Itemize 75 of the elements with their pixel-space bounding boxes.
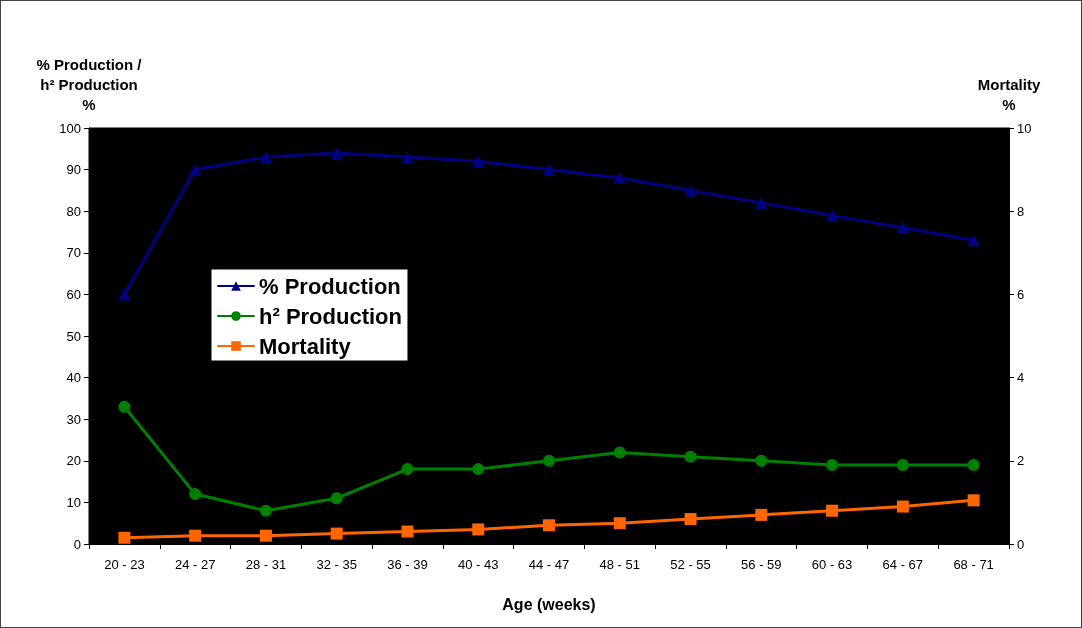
- y-tick-label: 20: [66, 453, 81, 469]
- point: [401, 463, 414, 476]
- y2-tick-label: 6: [1017, 286, 1025, 302]
- legend-label: h² Production: [259, 303, 402, 329]
- x-tick-label: 36 - 39: [387, 557, 428, 572]
- point: [684, 450, 697, 463]
- point: [826, 458, 839, 471]
- point: [118, 400, 131, 413]
- point: [189, 488, 202, 501]
- point: [189, 529, 202, 542]
- point: [755, 454, 768, 467]
- x-tick-label: 44 - 47: [528, 557, 570, 572]
- x-tick-label: 32 - 35: [316, 557, 357, 572]
- point: [543, 163, 555, 176]
- point: [967, 494, 980, 507]
- point: [118, 531, 131, 544]
- legend-label: Mortality: [259, 333, 352, 359]
- point: [259, 529, 272, 542]
- point: [472, 463, 485, 476]
- x-tick-label: 52 - 55: [670, 557, 711, 572]
- point: [259, 151, 272, 164]
- y-tick-label: 80: [66, 203, 81, 219]
- point: [896, 458, 909, 471]
- point: [472, 523, 485, 536]
- y-tick-label: 90: [66, 162, 81, 178]
- y-tick-label: 30: [66, 411, 81, 427]
- x-tick-label: 48 - 51: [599, 557, 641, 572]
- point: [896, 500, 909, 513]
- x-axis-title: Age (weeks): [502, 595, 596, 613]
- point: [613, 446, 626, 459]
- x-tick-label: 60 - 63: [811, 557, 853, 572]
- point: [189, 163, 202, 176]
- point: [543, 519, 555, 532]
- x-tick-label: 24 - 27: [174, 557, 216, 572]
- legend-label: % Production: [259, 273, 401, 299]
- point: [896, 221, 909, 234]
- y2-axis-title: Mortality %: [977, 75, 1041, 113]
- y2-tick-label: 10: [1017, 120, 1032, 136]
- y-tick-label: 100: [59, 120, 81, 136]
- point: [330, 527, 343, 540]
- y-axis-title: % Production / h² Production %: [36, 55, 143, 113]
- y-tick-label: 70: [66, 245, 81, 261]
- point: [330, 146, 343, 159]
- y2-tick-label: 2: [1017, 453, 1025, 469]
- x-tick-label: 68 - 71: [953, 557, 994, 572]
- point: [401, 151, 414, 164]
- x-tick-label: 20 - 23: [104, 557, 145, 572]
- y-tick-label: 60: [66, 286, 81, 302]
- point: [118, 288, 131, 301]
- point: [755, 508, 768, 521]
- point: [330, 492, 343, 505]
- point: [472, 155, 485, 168]
- y-tick-label: 10: [66, 494, 81, 510]
- point: [613, 517, 626, 530]
- x-tick-label: 64 - 67: [882, 557, 924, 572]
- point: [259, 504, 272, 517]
- point: [967, 458, 980, 471]
- point: [401, 525, 414, 538]
- point: [755, 196, 768, 209]
- y-tick-label: 50: [66, 328, 81, 344]
- point: [684, 184, 697, 197]
- point: [967, 234, 980, 247]
- x-tick-label: 56 - 59: [741, 557, 782, 572]
- point: [684, 513, 697, 526]
- point: [826, 504, 839, 517]
- point: [613, 171, 626, 184]
- point: [826, 209, 839, 222]
- x-tick-label: 28 - 31: [245, 557, 287, 572]
- y2-tick-label: 0: [1017, 536, 1025, 552]
- y2-tick-label: 4: [1017, 370, 1025, 386]
- y-tick-label: 40: [66, 370, 81, 386]
- y-tick-label: 0: [73, 536, 81, 552]
- point: [543, 454, 555, 467]
- y2-tick-label: 8: [1017, 203, 1025, 219]
- x-tick-label: 40 - 43: [457, 557, 499, 572]
